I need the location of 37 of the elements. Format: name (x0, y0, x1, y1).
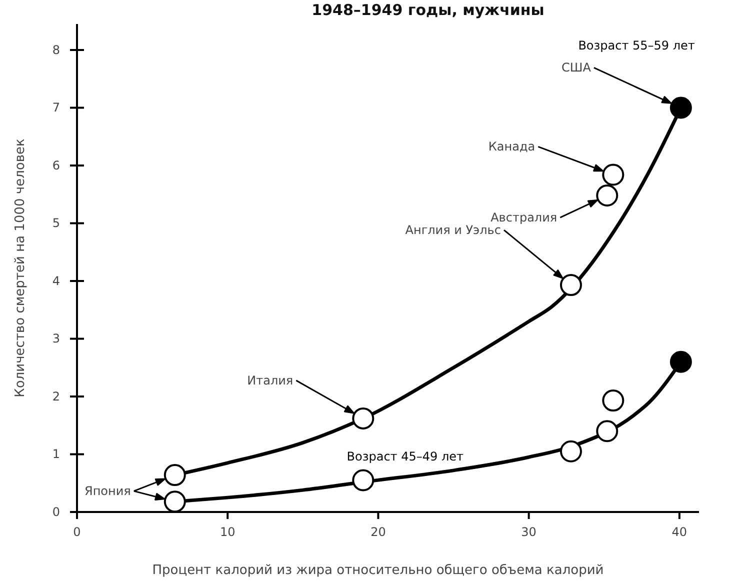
point (560, 274, 582, 296)
point (670, 350, 692, 373)
y-tick-label: 4 (52, 274, 60, 288)
annotation: Канада (488, 140, 536, 154)
y-tick-label: 3 (52, 332, 60, 346)
point (352, 469, 374, 492)
annotation: Япония (84, 484, 131, 498)
x-tick-label: 10 (220, 525, 236, 539)
point (560, 440, 582, 462)
text: Возраст 55–59 лет (578, 38, 695, 53)
y-tick-label: 1 (52, 447, 60, 462)
point (670, 96, 692, 119)
y-axis-title: Количество смертей на 1000 человек (13, 138, 28, 398)
y-tick-label: 8 (52, 42, 60, 57)
annotation: Англия и Уэльс (405, 223, 501, 238)
series-label: Возраст 45–49 лет (346, 449, 464, 464)
y-tick-label: 7 (52, 100, 60, 115)
y-tick-label: 6 (52, 158, 60, 172)
point (602, 390, 624, 412)
y-tick-label: 2 (52, 389, 60, 404)
annotation: Италия (247, 373, 294, 388)
x-tick-label: 40 (672, 525, 688, 539)
point (596, 420, 618, 442)
y-tick-label: 0 (52, 505, 60, 519)
x-tick-label: 30 (521, 525, 536, 539)
annotation: США (562, 60, 592, 75)
x-axis-title: Процент калорий из жира относительно общего объема калорий (152, 563, 604, 578)
point (164, 490, 186, 513)
point (602, 164, 624, 186)
annotation: Австралия (490, 210, 558, 225)
point (352, 407, 374, 430)
y-tick-label: 5 (52, 216, 60, 230)
x-tick-label: 0 (73, 525, 81, 539)
x-tick-label: 20 (370, 525, 386, 539)
point (596, 184, 618, 207)
point (164, 464, 186, 486)
chart-title: 1948–1949 годы, мужчины (312, 1, 544, 19)
